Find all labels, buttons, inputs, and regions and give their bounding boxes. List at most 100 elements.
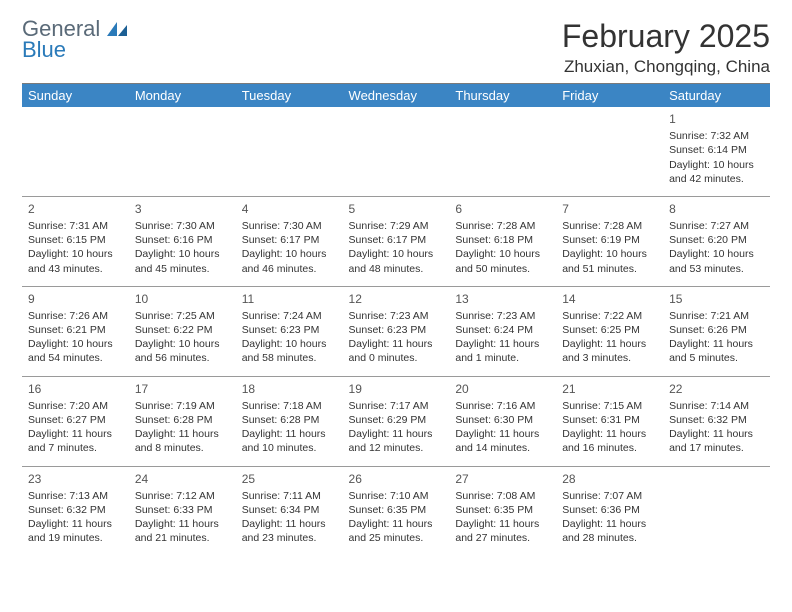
sunset-text: Sunset: 6:30 PM [455, 413, 550, 427]
sunset-text: Sunset: 6:35 PM [455, 503, 550, 517]
daylight-text: Daylight: 11 hours and 21 minutes. [135, 517, 230, 545]
sunrise-text: Sunrise: 7:17 AM [349, 399, 444, 413]
daylight-text: Daylight: 10 hours and 42 minutes. [669, 158, 764, 186]
day-number: 1 [669, 111, 764, 127]
calendar-cell: 19Sunrise: 7:17 AMSunset: 6:29 PMDayligh… [343, 376, 450, 466]
calendar-table: SundayMondayTuesdayWednesdayThursdayFrid… [22, 84, 770, 555]
calendar-cell: 11Sunrise: 7:24 AMSunset: 6:23 PMDayligh… [236, 286, 343, 376]
day-number: 20 [455, 381, 550, 397]
sunset-text: Sunset: 6:19 PM [562, 233, 657, 247]
day-number: 7 [562, 201, 657, 217]
daylight-text: Daylight: 11 hours and 28 minutes. [562, 517, 657, 545]
daylight-text: Daylight: 11 hours and 19 minutes. [28, 517, 123, 545]
calendar-cell: 21Sunrise: 7:15 AMSunset: 6:31 PMDayligh… [556, 376, 663, 466]
sunset-text: Sunset: 6:27 PM [28, 413, 123, 427]
day-number: 13 [455, 291, 550, 307]
calendar-body: 1Sunrise: 7:32 AMSunset: 6:14 PMDaylight… [22, 107, 770, 555]
calendar-cell: 22Sunrise: 7:14 AMSunset: 6:32 PMDayligh… [663, 376, 770, 466]
sunset-text: Sunset: 6:14 PM [669, 143, 764, 157]
sunrise-text: Sunrise: 7:32 AM [669, 129, 764, 143]
sunset-text: Sunset: 6:32 PM [669, 413, 764, 427]
calendar-cell: 9Sunrise: 7:26 AMSunset: 6:21 PMDaylight… [22, 286, 129, 376]
calendar-cell: 10Sunrise: 7:25 AMSunset: 6:22 PMDayligh… [129, 286, 236, 376]
calendar-head: SundayMondayTuesdayWednesdayThursdayFrid… [22, 84, 770, 107]
sail-icon [107, 20, 129, 41]
month-title: February 2025 [562, 18, 770, 55]
sunrise-text: Sunrise: 7:19 AM [135, 399, 230, 413]
daylight-text: Daylight: 10 hours and 43 minutes. [28, 247, 123, 275]
daylight-text: Daylight: 11 hours and 17 minutes. [669, 427, 764, 455]
calendar-cell: 1 Sunrise: 7:32 AMSunset: 6:14 PMDaylight… [663, 107, 770, 196]
day-number: 26 [349, 471, 444, 487]
day-number: 19 [349, 381, 444, 397]
sunrise-text: Sunrise: 7:23 AM [349, 309, 444, 323]
daylight-text: Daylight: 11 hours and 25 minutes. [349, 517, 444, 545]
calendar-cell [236, 107, 343, 196]
calendar-cell: 15Sunrise: 7:21 AMSunset: 6:26 PMDayligh… [663, 286, 770, 376]
sunrise-text: Sunrise: 7:28 AM [455, 219, 550, 233]
sunrise-text: Sunrise: 7:15 AM [562, 399, 657, 413]
calendar-cell: 8 Sunrise: 7:27 AMSunset: 6:20 PMDaylight… [663, 196, 770, 286]
calendar-row: 23Sunrise: 7:13 AMSunset: 6:32 PMDayligh… [22, 466, 770, 555]
daylight-text: Daylight: 11 hours and 5 minutes. [669, 337, 764, 365]
calendar-cell [449, 107, 556, 196]
day-number: 17 [135, 381, 230, 397]
day-number: 15 [669, 291, 764, 307]
calendar-cell [22, 107, 129, 196]
daylight-text: Daylight: 10 hours and 45 minutes. [135, 247, 230, 275]
calendar-cell: 17Sunrise: 7:19 AMSunset: 6:28 PMDayligh… [129, 376, 236, 466]
sunrise-text: Sunrise: 7:31 AM [28, 219, 123, 233]
sunset-text: Sunset: 6:29 PM [349, 413, 444, 427]
weekday-header: Tuesday [236, 84, 343, 107]
day-number: 28 [562, 471, 657, 487]
calendar-cell: 24Sunrise: 7:12 AMSunset: 6:33 PMDayligh… [129, 466, 236, 555]
daylight-text: Daylight: 10 hours and 48 minutes. [349, 247, 444, 275]
calendar-cell [129, 107, 236, 196]
calendar-cell [663, 466, 770, 555]
sunset-text: Sunset: 6:31 PM [562, 413, 657, 427]
daylight-text: Daylight: 10 hours and 51 minutes. [562, 247, 657, 275]
sunrise-text: Sunrise: 7:24 AM [242, 309, 337, 323]
sunrise-text: Sunrise: 7:16 AM [455, 399, 550, 413]
sunrise-text: Sunrise: 7:28 AM [562, 219, 657, 233]
day-number: 18 [242, 381, 337, 397]
weekday-row: SundayMondayTuesdayWednesdayThursdayFrid… [22, 84, 770, 107]
sunset-text: Sunset: 6:21 PM [28, 323, 123, 337]
day-number: 12 [349, 291, 444, 307]
daylight-text: Daylight: 10 hours and 50 minutes. [455, 247, 550, 275]
calendar-cell: 28Sunrise: 7:07 AMSunset: 6:36 PMDayligh… [556, 466, 663, 555]
daylight-text: Daylight: 11 hours and 0 minutes. [349, 337, 444, 365]
title-block: February 2025 Zhuxian, Chongqing, China [562, 18, 770, 77]
sunrise-text: Sunrise: 7:12 AM [135, 489, 230, 503]
calendar-cell: 5Sunrise: 7:29 AMSunset: 6:17 PMDaylight… [343, 196, 450, 286]
weekday-header: Monday [129, 84, 236, 107]
calendar-cell: 18Sunrise: 7:18 AMSunset: 6:28 PMDayligh… [236, 376, 343, 466]
calendar-row: 9Sunrise: 7:26 AMSunset: 6:21 PMDaylight… [22, 286, 770, 376]
sunset-text: Sunset: 6:32 PM [28, 503, 123, 517]
sunset-text: Sunset: 6:20 PM [669, 233, 764, 247]
weekday-header: Thursday [449, 84, 556, 107]
sunrise-text: Sunrise: 7:30 AM [135, 219, 230, 233]
day-number: 8 [669, 201, 764, 217]
sunrise-text: Sunrise: 7:22 AM [562, 309, 657, 323]
sunrise-text: Sunrise: 7:25 AM [135, 309, 230, 323]
daylight-text: Daylight: 10 hours and 53 minutes. [669, 247, 764, 275]
sunset-text: Sunset: 6:25 PM [562, 323, 657, 337]
header: General Blue February 2025 Zhuxian, Chon… [22, 18, 770, 77]
sunrise-text: Sunrise: 7:21 AM [669, 309, 764, 323]
calendar-row: 1 Sunrise: 7:32 AMSunset: 6:14 PMDaylight… [22, 107, 770, 196]
day-number: 23 [28, 471, 123, 487]
sunrise-text: Sunrise: 7:23 AM [455, 309, 550, 323]
sunrise-text: Sunrise: 7:27 AM [669, 219, 764, 233]
brand-text: General Blue [22, 18, 129, 61]
calendar-cell: 20Sunrise: 7:16 AMSunset: 6:30 PMDayligh… [449, 376, 556, 466]
calendar-row: 2Sunrise: 7:31 AMSunset: 6:15 PMDaylight… [22, 196, 770, 286]
daylight-text: Daylight: 11 hours and 3 minutes. [562, 337, 657, 365]
sunrise-text: Sunrise: 7:29 AM [349, 219, 444, 233]
calendar-cell: 26Sunrise: 7:10 AMSunset: 6:35 PMDayligh… [343, 466, 450, 555]
daylight-text: Daylight: 10 hours and 56 minutes. [135, 337, 230, 365]
day-number: 25 [242, 471, 337, 487]
weekday-header: Wednesday [343, 84, 450, 107]
daylight-text: Daylight: 10 hours and 54 minutes. [28, 337, 123, 365]
sunset-text: Sunset: 6:35 PM [349, 503, 444, 517]
